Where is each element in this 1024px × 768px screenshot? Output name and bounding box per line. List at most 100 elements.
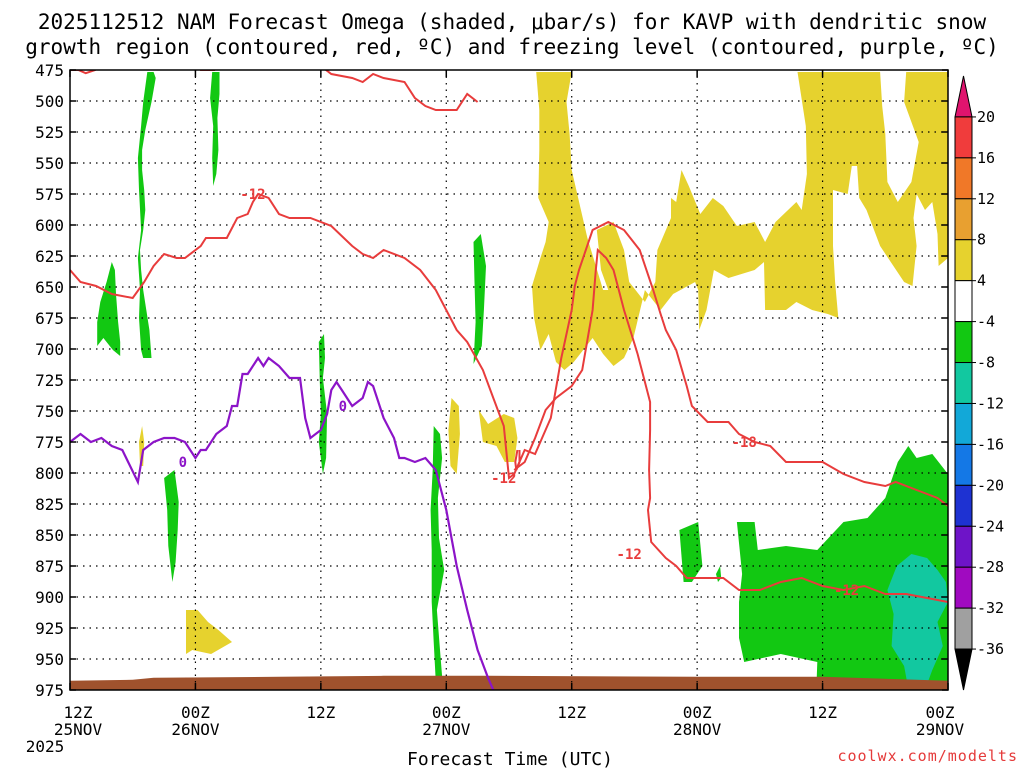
dendritic-contour-3 bbox=[513, 247, 948, 603]
colorbar-label-0: 20 bbox=[977, 108, 995, 126]
colorbar: 20 16 12 8 4 -4 -8 -12 -16 -20 -24 -28 -32 -36 bbox=[954, 75, 1004, 691]
y-tick-label-875: 875 bbox=[35, 557, 64, 576]
terrain-layer bbox=[70, 675, 948, 690]
colorbar-swatch-9 bbox=[954, 443, 973, 486]
omega-region-16 bbox=[478, 410, 518, 462]
y-tick-label-850: 850 bbox=[35, 526, 64, 545]
colorbar-label-2: 12 bbox=[977, 190, 995, 208]
colorbar-swatch-11 bbox=[954, 525, 973, 568]
x-tick-label-36-1: 00Z bbox=[432, 703, 461, 722]
x-tick-label-60-1: 00Z bbox=[683, 703, 712, 722]
omega-region-6 bbox=[473, 234, 486, 364]
dendritic-label-2: -12 bbox=[491, 471, 516, 487]
omega-region-5 bbox=[318, 334, 328, 474]
dendritic-contour-4 bbox=[514, 449, 521, 471]
y-tick-label-675: 675 bbox=[35, 309, 64, 328]
omega-region-10 bbox=[716, 566, 722, 582]
y-tick-label-600: 600 bbox=[35, 216, 64, 235]
y-tick-label-800: 800 bbox=[35, 464, 64, 483]
dendritic-contour-2 bbox=[70, 192, 948, 507]
colorbar-swatch-7 bbox=[954, 362, 973, 404]
y-tick-label-625: 625 bbox=[35, 247, 64, 266]
y-tick-label-650: 650 bbox=[35, 278, 64, 297]
x-tick-label-24-1: 12Z bbox=[306, 703, 335, 722]
colorbar-swatch-1 bbox=[954, 116, 973, 159]
dendritic-label-5: -12 bbox=[834, 583, 859, 599]
colorbar-label-1: 16 bbox=[977, 149, 995, 167]
contour-lines: -12 -12 -18 -12 -12 0 0 bbox=[70, 70, 948, 690]
x-tick-label-12-2: 26NOV bbox=[171, 720, 220, 739]
colorbar-bottom-arrow bbox=[954, 648, 973, 691]
colorbar-swatch-5 bbox=[954, 280, 973, 323]
x-tick-label-0-3: 2025 bbox=[26, 737, 65, 756]
dendritic-label-1: -12 bbox=[240, 187, 265, 203]
colorbar-label-7: -12 bbox=[977, 394, 1004, 412]
colorbar-label-11: -28 bbox=[977, 558, 1004, 576]
y-tick-label-825: 825 bbox=[35, 495, 64, 514]
y-tick-label-525: 525 bbox=[35, 123, 64, 142]
colorbar-swatch-2 bbox=[954, 157, 973, 200]
x-tick-label-72-1: 12Z bbox=[808, 703, 837, 722]
x-tick-label-60-2: 28NOV bbox=[673, 720, 722, 739]
omega-region-15 bbox=[448, 398, 460, 474]
omega-shading bbox=[97, 72, 948, 690]
colorbar-label-8: -16 bbox=[977, 435, 1004, 453]
omega-region-1 bbox=[137, 72, 156, 358]
y-tick-label-475: 475 bbox=[35, 61, 64, 80]
omega-region-3 bbox=[97, 262, 121, 356]
colorbar-swatch-6 bbox=[954, 321, 973, 364]
colorbar-swatch-10 bbox=[954, 484, 973, 527]
y-tick-label-950: 950 bbox=[35, 650, 64, 669]
colorbar-label-9: -20 bbox=[977, 476, 1004, 494]
omega-region-14 bbox=[532, 72, 948, 370]
omega-region-4 bbox=[164, 470, 179, 582]
freezing-level-contour bbox=[70, 355, 495, 690]
y-tick-label-500: 500 bbox=[35, 92, 64, 111]
omega-region-7 bbox=[430, 426, 445, 690]
omega-region-17 bbox=[186, 610, 232, 654]
y-tick-label-900: 900 bbox=[35, 588, 64, 607]
x-tick-label-84-2: 29NOV bbox=[916, 720, 965, 739]
y-tick-label-575: 575 bbox=[35, 185, 64, 204]
colorbar-label-3: 8 bbox=[977, 231, 986, 249]
colorbar-label-4: 4 bbox=[977, 272, 986, 290]
credit-text: coolwx.com/modelts bbox=[837, 747, 1018, 765]
dendritic-contour-1 bbox=[70, 70, 479, 111]
y-tick-label-725: 725 bbox=[35, 371, 64, 390]
omega-region-8 bbox=[460, 686, 473, 690]
omega-region-2 bbox=[210, 72, 220, 186]
chart-title-line1: 2025112512 NAM Forecast Omega (shaded, μ… bbox=[38, 10, 987, 34]
x-tick-label-36-2: 27NOV bbox=[422, 720, 471, 739]
colorbar-swatch-12 bbox=[954, 566, 973, 609]
colorbar-label-6: -8 bbox=[977, 354, 995, 372]
x-axis-title: Forecast Time (UTC) bbox=[407, 749, 613, 768]
y-tick-label-700: 700 bbox=[35, 340, 64, 359]
y-axis: 475 500 525 550 575 600 625 650 675 700 725 750 775 8… bbox=[35, 61, 948, 700]
y-tick-label-775: 775 bbox=[35, 433, 64, 452]
x-tick-label-0-1: 12Z bbox=[64, 703, 93, 722]
x-tick-label-12-1: 00Z bbox=[181, 703, 210, 722]
colorbar-label-13: -36 bbox=[977, 640, 1004, 658]
y-tick-label-975: 975 bbox=[35, 681, 64, 700]
colorbar-swatch-3 bbox=[954, 198, 973, 241]
dendritic-label-3: -18 bbox=[732, 435, 757, 451]
colorbar-swatch-8 bbox=[954, 402, 973, 445]
omega-region-13 bbox=[887, 554, 948, 690]
dendritic-label-4: -12 bbox=[617, 547, 642, 563]
y-tick-label-750: 750 bbox=[35, 402, 64, 421]
x-tick-label-48-1: 12Z bbox=[557, 703, 586, 722]
colorbar-label-10: -24 bbox=[977, 517, 1004, 535]
colorbar-swatch-13 bbox=[954, 607, 973, 650]
x-tick-label-0-2: 25NOV bbox=[54, 720, 103, 739]
colorbar-top-arrow bbox=[954, 75, 973, 118]
freezing-level-label-2: 0 bbox=[179, 455, 187, 471]
colorbar-label-12: -32 bbox=[977, 599, 1004, 617]
y-tick-label-550: 550 bbox=[35, 154, 64, 173]
y-tick-label-925: 925 bbox=[35, 619, 64, 638]
colorbar-swatch-4 bbox=[954, 239, 973, 282]
colorbar-label-5: -4 bbox=[977, 313, 995, 331]
terrain-ground bbox=[70, 675, 948, 690]
x-tick-label-84-1: 00Z bbox=[926, 703, 955, 722]
